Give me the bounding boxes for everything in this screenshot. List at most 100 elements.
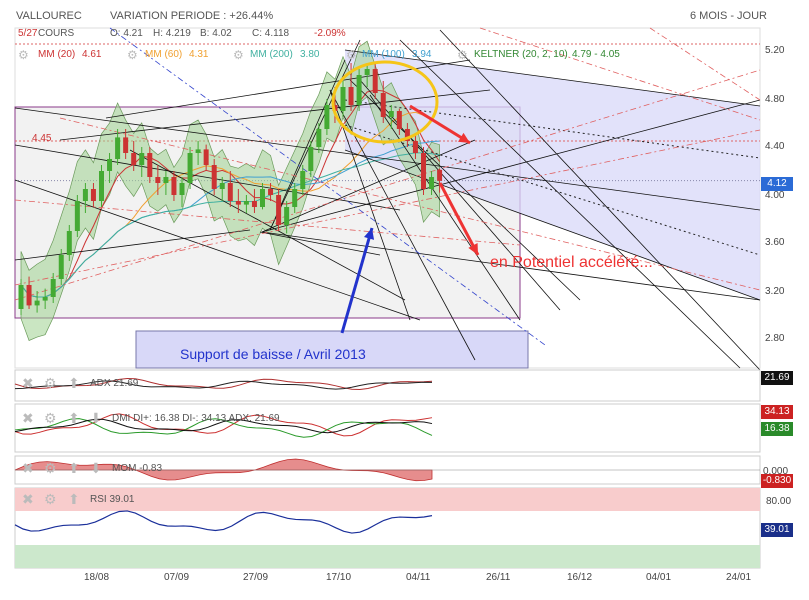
- blue-dashdot-line: [109, 27, 546, 346]
- period-label: 6 MOIS - JOUR: [690, 10, 768, 22]
- open-value: O: 4.21: [110, 28, 143, 39]
- symbol-label: VALLOUREC: [16, 10, 82, 22]
- candle-body: [348, 87, 354, 105]
- dmi-panel-frame: [14, 403, 761, 453]
- candle-body: [324, 105, 330, 129]
- candle-body: [364, 69, 370, 75]
- rsi-line: [14, 510, 433, 534]
- trend-line-5: [261, 99, 761, 233]
- close-icon[interactable]: ✖: [22, 375, 34, 391]
- candle-body: [195, 149, 201, 153]
- candle-body: [380, 93, 386, 117]
- arrow-up-icon[interactable]: ⬆: [68, 491, 80, 507]
- gear-icon[interactable]: ⚙: [44, 460, 57, 476]
- current-price-badge: 4.12: [761, 177, 793, 191]
- candle-body: [123, 137, 129, 153]
- candle-body: [421, 153, 426, 189]
- mm100-gear-icon[interactable]: ⚙: [346, 48, 357, 62]
- trend-line-19: [14, 229, 251, 261]
- gear-icon[interactable]: ⚙: [44, 410, 57, 426]
- price-level-label: 4.45: [32, 133, 52, 144]
- candle-body: [147, 153, 153, 177]
- gear-icon[interactable]: ⚙: [44, 375, 57, 391]
- date-label: 5/27: [18, 28, 38, 39]
- close-value: C: 4.118: [252, 28, 290, 39]
- x-tick: 27/09: [243, 572, 269, 583]
- candle-body: [179, 183, 185, 195]
- trend-line-13: [369, 94, 521, 321]
- candle-body: [300, 171, 306, 189]
- candle-body: [372, 69, 378, 93]
- dmi-plus-line: [14, 418, 433, 438]
- trend-line-8: [344, 149, 761, 301]
- candle-body: [292, 189, 298, 207]
- rsi-value-badge: 39.01: [761, 523, 793, 537]
- trend-line-1: [14, 144, 401, 211]
- candle-body: [340, 87, 346, 111]
- gear-icon[interactable]: ⚙: [44, 491, 57, 507]
- candle-body: [284, 207, 290, 225]
- trend-line-17: [329, 89, 411, 321]
- arrow-down-icon[interactable]: ⬇: [90, 460, 102, 476]
- candle-body: [26, 285, 32, 306]
- keltner-gear-icon[interactable]: ⚙: [457, 48, 468, 62]
- arrow-up-icon[interactable]: ⬆: [68, 460, 80, 476]
- close-icon[interactable]: ✖: [22, 491, 34, 507]
- x-tick: 18/08: [84, 572, 110, 583]
- trend-line-14: [439, 29, 761, 371]
- mom-label: MOM -0.83: [112, 463, 163, 474]
- candle-body: [50, 279, 56, 297]
- mm20-value: 4.61: [82, 49, 102, 60]
- x-tick: 24/01: [726, 572, 752, 583]
- candle-body: [219, 183, 225, 189]
- candle-body: [404, 129, 410, 141]
- trend-line-9: [269, 39, 361, 231]
- rsi-label: RSI 39.01: [90, 494, 135, 505]
- mm60-gear-icon[interactable]: ⚙: [127, 48, 138, 62]
- adx-value-badge: 21.69: [761, 371, 793, 385]
- mm100-label: MM (100): [362, 49, 405, 60]
- support-annotation: Support de baisse / Avril 2013: [180, 346, 366, 362]
- candle-body: [388, 111, 394, 117]
- dmi-minus-line: [14, 413, 433, 437]
- candle-body: [115, 137, 121, 159]
- arrow-up-icon[interactable]: ⬆: [68, 375, 80, 391]
- fan-line-5: [14, 199, 521, 246]
- close-icon[interactable]: ✖: [22, 410, 34, 426]
- arrow-down-icon[interactable]: ⬇: [90, 410, 102, 426]
- candle-body: [203, 149, 209, 165]
- x-tick: 26/11: [486, 572, 511, 583]
- change-value: -2.09%: [314, 28, 346, 39]
- trend-line-2: [14, 107, 761, 211]
- mm60-value: 4.31: [189, 49, 209, 60]
- highlight-circle: [331, 60, 439, 144]
- candle-body: [139, 153, 145, 165]
- high-value: H: 4.219: [153, 28, 191, 39]
- candle-body: [74, 201, 80, 231]
- red-arrow-2: [438, 182, 480, 256]
- candle-body: [34, 300, 40, 306]
- candle-body: [66, 231, 72, 255]
- close-icon[interactable]: ✖: [22, 460, 34, 476]
- arrow-up-icon[interactable]: ⬆: [68, 410, 80, 426]
- mm200-gear-icon[interactable]: ⚙: [233, 48, 244, 62]
- candle-body: [396, 111, 402, 129]
- mm20-label: MM (20): [38, 49, 76, 60]
- blue-arrow: [340, 227, 374, 334]
- settings-gear-icon[interactable]: ⚙: [18, 48, 29, 62]
- x-tick: 04/11: [406, 572, 431, 583]
- trend-line-21: [259, 231, 381, 256]
- candle-body: [163, 177, 169, 183]
- red-arrow-1: [409, 104, 471, 145]
- rsi-overbought-zone: [15, 488, 760, 511]
- trend-line-4: [105, 59, 471, 119]
- candle-body: [42, 297, 48, 301]
- candle-body: [412, 141, 418, 153]
- mm100-value: 3.94: [412, 49, 432, 60]
- fan-line-1: [14, 129, 761, 286]
- candle-body: [268, 189, 274, 195]
- candle-body: [260, 189, 265, 207]
- candle-body: [187, 153, 193, 183]
- candle-body: [235, 201, 241, 205]
- candle-body: [131, 153, 137, 165]
